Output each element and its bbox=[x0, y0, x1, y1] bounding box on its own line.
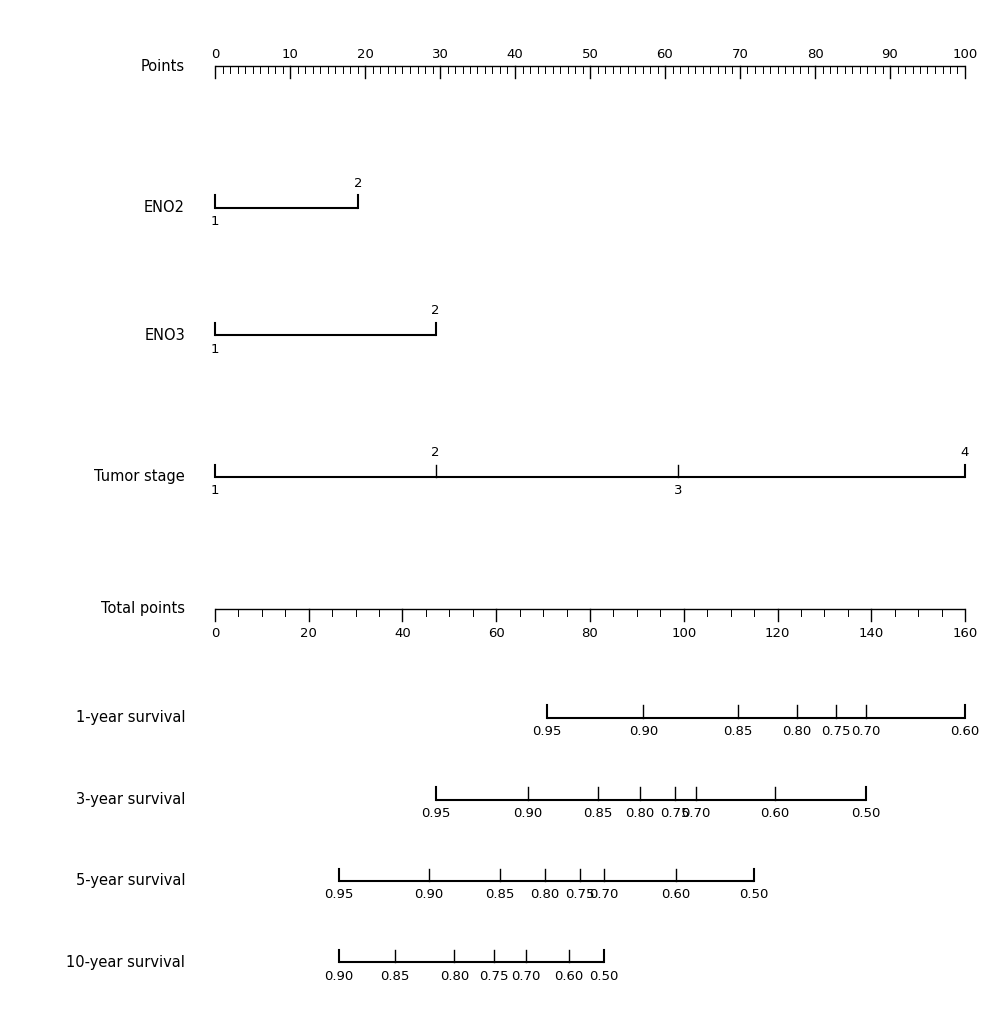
Text: 0.70: 0.70 bbox=[590, 888, 619, 901]
Text: 0.50: 0.50 bbox=[739, 888, 768, 901]
Text: 0.70: 0.70 bbox=[512, 969, 541, 983]
Text: 2: 2 bbox=[354, 177, 362, 190]
Text: 0.75: 0.75 bbox=[479, 969, 509, 983]
Text: ENO3: ENO3 bbox=[144, 328, 185, 343]
Text: 60: 60 bbox=[488, 627, 505, 639]
Text: 0.75: 0.75 bbox=[660, 807, 690, 820]
Text: 100: 100 bbox=[671, 627, 696, 639]
Text: 0.70: 0.70 bbox=[851, 725, 881, 738]
Text: 160: 160 bbox=[952, 627, 978, 639]
Text: 0.90: 0.90 bbox=[513, 807, 542, 820]
Text: 0.75: 0.75 bbox=[821, 725, 851, 738]
Text: 0.95: 0.95 bbox=[324, 888, 353, 901]
Text: 3-year survival: 3-year survival bbox=[76, 793, 185, 807]
Text: 30: 30 bbox=[432, 49, 448, 61]
Text: 20: 20 bbox=[357, 49, 373, 61]
Text: 0.60: 0.60 bbox=[661, 888, 690, 901]
Text: 0.95: 0.95 bbox=[421, 807, 450, 820]
Text: 1: 1 bbox=[211, 343, 219, 355]
Text: 0.70: 0.70 bbox=[681, 807, 710, 820]
Text: 140: 140 bbox=[859, 627, 884, 639]
Text: 0.90: 0.90 bbox=[324, 969, 353, 983]
Text: 70: 70 bbox=[732, 49, 748, 61]
Text: 40: 40 bbox=[507, 49, 523, 61]
Text: 0: 0 bbox=[211, 627, 219, 639]
Text: 0.85: 0.85 bbox=[723, 725, 752, 738]
Text: 1-year survival: 1-year survival bbox=[76, 710, 185, 725]
Text: 0.50: 0.50 bbox=[851, 807, 881, 820]
Text: 4: 4 bbox=[961, 446, 969, 459]
Text: 3: 3 bbox=[674, 484, 682, 497]
Text: 0.90: 0.90 bbox=[414, 888, 443, 901]
Text: ENO2: ENO2 bbox=[144, 200, 185, 215]
Text: 2: 2 bbox=[431, 446, 440, 459]
Text: 1: 1 bbox=[211, 215, 219, 228]
Text: 0.85: 0.85 bbox=[584, 807, 613, 820]
Text: 90: 90 bbox=[882, 49, 898, 61]
Text: 0.75: 0.75 bbox=[565, 888, 594, 901]
Text: 10: 10 bbox=[282, 49, 298, 61]
Text: Points: Points bbox=[141, 59, 185, 74]
Text: 0.80: 0.80 bbox=[625, 807, 654, 820]
Text: Total points: Total points bbox=[101, 602, 185, 616]
Text: 0.85: 0.85 bbox=[485, 888, 515, 901]
Text: 1: 1 bbox=[211, 484, 219, 497]
Text: 0.80: 0.80 bbox=[530, 888, 560, 901]
Text: Tumor stage: Tumor stage bbox=[94, 469, 185, 484]
Text: 80: 80 bbox=[582, 627, 598, 639]
Text: 100: 100 bbox=[952, 49, 978, 61]
Text: 5-year survival: 5-year survival bbox=[76, 874, 185, 888]
Text: 0.80: 0.80 bbox=[440, 969, 469, 983]
Text: 0.90: 0.90 bbox=[629, 725, 658, 738]
Text: 0.60: 0.60 bbox=[760, 807, 789, 820]
Text: 0.60: 0.60 bbox=[950, 725, 980, 738]
Text: 0.60: 0.60 bbox=[554, 969, 584, 983]
Text: 0: 0 bbox=[211, 49, 219, 61]
Text: 20: 20 bbox=[300, 627, 317, 639]
Text: 120: 120 bbox=[765, 627, 790, 639]
Text: 80: 80 bbox=[807, 49, 823, 61]
Text: 50: 50 bbox=[582, 49, 598, 61]
Text: 0.80: 0.80 bbox=[782, 725, 812, 738]
Text: 0.50: 0.50 bbox=[590, 969, 619, 983]
Text: 0.95: 0.95 bbox=[533, 725, 562, 738]
Text: 2: 2 bbox=[431, 304, 440, 318]
Text: 0.85: 0.85 bbox=[380, 969, 410, 983]
Text: 60: 60 bbox=[657, 49, 673, 61]
Text: 40: 40 bbox=[394, 627, 411, 639]
Text: 10-year survival: 10-year survival bbox=[66, 955, 185, 969]
